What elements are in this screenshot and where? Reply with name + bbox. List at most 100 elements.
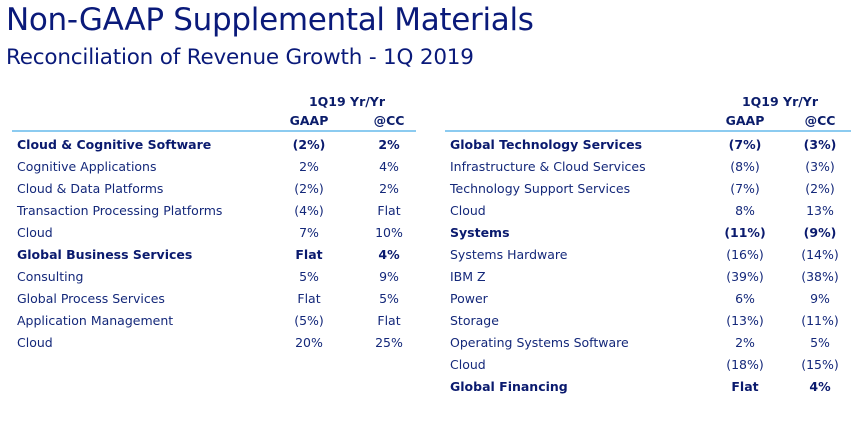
cc-value: Flat (377, 313, 401, 328)
table-row-segment: Global Technology Services (7%) (3%) (445, 133, 851, 155)
table-row-segment: Cloud & Cognitive Software (2%) 2% (12, 133, 416, 155)
gaap-value: (16%) (726, 247, 764, 262)
cc-value: 4% (379, 159, 399, 174)
cc-value: 5% (810, 335, 830, 350)
table-row: Cloud & Data Platforms (2%) 2% (12, 177, 416, 199)
row-label: IBM Z (450, 269, 486, 284)
row-label: Global Financing (450, 379, 568, 394)
cc-value: 4% (378, 247, 400, 262)
row-label: Cloud (450, 357, 486, 372)
column-header-gaap: GAAP (725, 113, 765, 128)
table-row: Application Management (5%) Flat (12, 309, 416, 331)
row-label: Systems (450, 225, 510, 240)
table-row: Systems Hardware (16%) (14%) (445, 243, 851, 265)
right-revenue-table: 1Q19 Yr/Yr GAAP @CC Global Technology Se… (445, 91, 851, 397)
row-label: Global Business Services (17, 247, 193, 262)
table-row-segment: Global Business Services Flat 4% (12, 243, 416, 265)
table-row: IBM Z (39%) (38%) (445, 265, 851, 287)
row-label: Consulting (17, 269, 84, 284)
gaap-value: (8%) (730, 159, 760, 174)
gaap-value: Flat (297, 291, 321, 306)
cc-value: (15%) (801, 357, 839, 372)
row-label: Cloud (450, 203, 486, 218)
gaap-value: (7%) (728, 137, 762, 152)
table-row: Global Process Services Flat 5% (12, 287, 416, 309)
table-header-period: 1Q19 Yr/Yr (445, 91, 851, 111)
table-row: Consulting 5% 9% (12, 265, 416, 287)
gaap-value: (2%) (294, 181, 324, 196)
row-label: Transaction Processing Platforms (17, 203, 223, 218)
table-body: Global Technology Services (7%) (3%) Infras… (445, 133, 851, 397)
row-label: Storage (450, 313, 499, 328)
gaap-value: 8% (735, 203, 755, 218)
gaap-value: Flat (295, 247, 323, 262)
gaap-value: (7%) (730, 181, 760, 196)
header-divider (12, 130, 416, 132)
row-label: Cloud & Data Platforms (17, 181, 164, 196)
gaap-value: (5%) (294, 313, 324, 328)
row-label: Power (450, 291, 488, 306)
gaap-value: (11%) (724, 225, 766, 240)
table-row: Transaction Processing Platforms (4%) Flat (12, 199, 416, 221)
gaap-value: 6% (735, 291, 755, 306)
cc-value: 25% (375, 335, 403, 350)
table-row: Cloud 8% 13% (445, 199, 851, 221)
table-row-segment: Global Financing Flat 4% (445, 375, 851, 397)
gaap-value: (18%) (726, 357, 764, 372)
gaap-value: 5% (299, 269, 319, 284)
table-row: Infrastructure & Cloud Services (8%) (3%) (445, 155, 851, 177)
table-row: Storage (13%) (11%) (445, 309, 851, 331)
gaap-value: Flat (731, 379, 759, 394)
table-row: Cloud 7% 10% (12, 221, 416, 243)
column-header-cc: @CC (804, 113, 836, 128)
row-label: Systems Hardware (450, 247, 568, 262)
table-body: Cloud & Cognitive Software (2%) 2% Cognitiv… (12, 133, 416, 353)
table-row: Operating Systems Software 2% 5% (445, 331, 851, 353)
row-label: Technology Support Services (450, 181, 631, 196)
cc-value: 13% (806, 203, 834, 218)
header-divider (445, 130, 851, 132)
cc-value: 10% (375, 225, 403, 240)
gaap-value: 2% (735, 335, 755, 350)
page-title: Non-GAAP Supplemental Materials (6, 2, 534, 38)
row-label: Cloud (17, 225, 53, 240)
row-label: Infrastructure & Cloud Services (450, 159, 646, 174)
cc-value: (14%) (801, 247, 839, 262)
gaap-value: (13%) (726, 313, 764, 328)
cc-value: (9%) (803, 225, 837, 240)
gaap-value: (39%) (726, 269, 764, 284)
cc-value: (2%) (805, 181, 835, 196)
table-row: Cloud (18%) (15%) (445, 353, 851, 375)
table-header-columns: GAAP @CC (445, 111, 851, 130)
table-header-period: 1Q19 Yr/Yr (12, 91, 416, 111)
row-label: Global Process Services (17, 291, 165, 306)
cc-value: Flat (377, 203, 401, 218)
gaap-value: 2% (299, 159, 319, 174)
row-label: Cloud & Cognitive Software (17, 137, 212, 152)
table-row: Technology Support Services (7%) (2%) (445, 177, 851, 199)
row-label: Global Technology Services (450, 137, 643, 152)
cc-value: 9% (810, 291, 830, 306)
row-label: Cognitive Applications (17, 159, 157, 174)
period-label: 1Q19 Yr/Yr (741, 94, 819, 109)
table-row: Power 6% 9% (445, 287, 851, 309)
table-row: Cognitive Applications 2% 4% (12, 155, 416, 177)
row-label: Application Management (17, 313, 174, 328)
cc-value: (3%) (805, 159, 835, 174)
cc-value: (38%) (801, 269, 839, 284)
page-subtitle: Reconciliation of Revenue Growth - 1Q 20… (6, 45, 474, 70)
left-revenue-table: 1Q19 Yr/Yr GAAP @CC Cloud & Cognitive So… (12, 91, 416, 353)
gaap-value: 20% (295, 335, 323, 350)
gaap-value: (4%) (294, 203, 324, 218)
column-header-gaap: GAAP (289, 113, 329, 128)
gaap-value: 7% (299, 225, 319, 240)
gaap-value: (2%) (292, 137, 326, 152)
cc-value: 9% (379, 269, 399, 284)
row-label: Operating Systems Software (450, 335, 629, 350)
cc-value: 4% (809, 379, 831, 394)
cc-value: 2% (378, 137, 400, 152)
table-row: Cloud 20% 25% (12, 331, 416, 353)
cc-value: (3%) (803, 137, 837, 152)
table-header-columns: GAAP @CC (12, 111, 416, 130)
period-label: 1Q19 Yr/Yr (308, 94, 386, 109)
